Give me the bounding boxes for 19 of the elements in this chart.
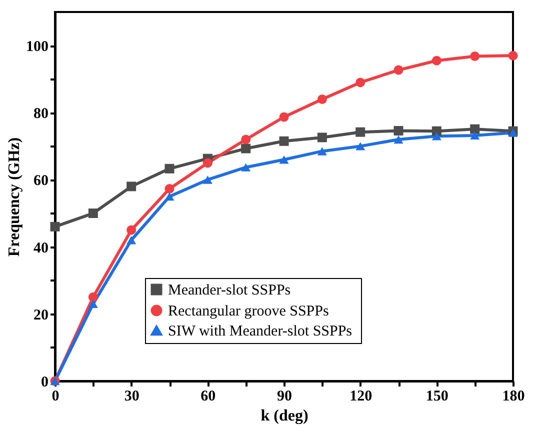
legend-label: Meander-slot SSPPs: [168, 282, 291, 298]
y-tick-label: 80: [34, 106, 48, 122]
x-axis-title: k (deg): [260, 408, 308, 424]
legend-label: SIW with Meander-slot SSPPs: [168, 324, 352, 340]
x-tick-label: 30: [124, 388, 140, 404]
legend-label: Rectangular groove SSPPs: [168, 304, 329, 320]
y-tick-label: 20: [34, 307, 48, 324]
y-tick-label: 40: [34, 240, 48, 256]
x-tick-label: 0: [52, 388, 60, 404]
y-tick-label: 0: [41, 374, 48, 390]
x-tick-label: 90: [277, 388, 292, 404]
point: [88, 208, 98, 218]
y-tick-label: 100: [26, 39, 48, 56]
x-tick-label: 150: [426, 388, 448, 404]
y-tick-label: 60: [34, 173, 48, 190]
x-tick-label: 120: [350, 388, 372, 404]
x-tick-label: 180: [502, 388, 525, 404]
y-axis-title: Frequency (GHz): [6, 137, 23, 257]
x-tick-label: 60: [200, 388, 216, 404]
